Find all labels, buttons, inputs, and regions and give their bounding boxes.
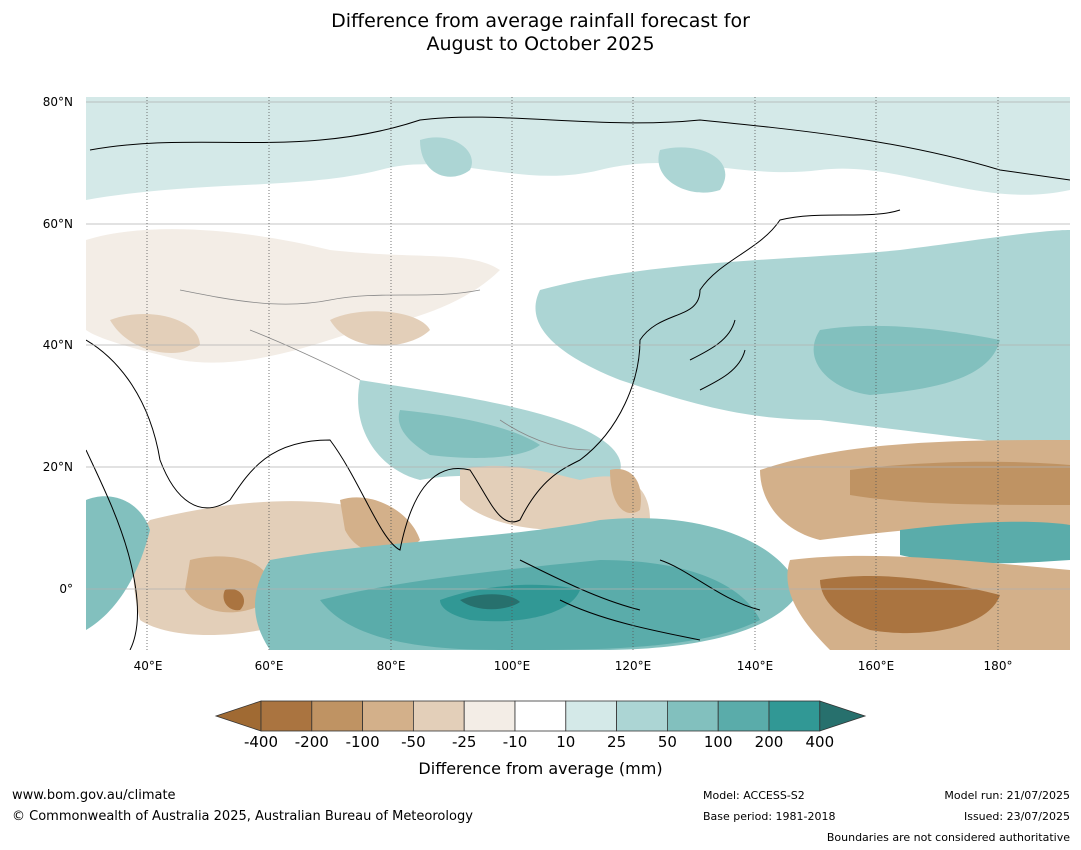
lon-label-120e: 120°E	[614, 659, 652, 673]
colorbar-tick-label: 100	[703, 733, 733, 751]
wet-region-equatorial-deep	[460, 594, 520, 610]
colorbar-swatch	[768, 700, 821, 732]
colorbar-tick-label: 10	[556, 733, 576, 751]
colorbar-tick-label: -25	[451, 733, 477, 751]
colorbar-tick-label: -10	[502, 733, 528, 751]
model-name: Model: ACCESS-S2	[703, 789, 805, 802]
colorbar-tick-label: 200	[754, 733, 784, 751]
colorbar-swatch	[616, 700, 668, 732]
lon-label-140e: 140°E	[736, 659, 774, 673]
country-borders	[179, 289, 591, 451]
wet-region-central-pacific	[900, 521, 1070, 564]
colorbar-swatch	[565, 700, 617, 732]
colorbar-swatch	[260, 700, 313, 732]
lat-label-80n: 80°N	[42, 95, 73, 109]
colorbar-swatch	[463, 700, 516, 732]
colorbar-swatch	[362, 700, 414, 732]
dry-region-south-pacific-2	[820, 575, 1000, 634]
colorbar-swatch	[311, 700, 363, 732]
latitude-gridlines	[86, 101, 1070, 590]
lon-label-80e: 80°E	[376, 659, 406, 673]
rainfall-map	[86, 97, 1070, 650]
colorbar-tick-label: -200	[294, 733, 329, 751]
map-title-line2: August to October 2025	[426, 33, 655, 55]
wet-region-north	[86, 97, 1070, 200]
wet-region-north-pacific-2	[813, 325, 1000, 395]
colorbar-swatch	[514, 700, 567, 732]
colorbar-tick-label: 50	[657, 733, 677, 751]
colorbar-tick-label: 400	[805, 733, 835, 751]
colorbar-swatch	[717, 700, 770, 732]
lat-label-60n: 60°N	[42, 217, 73, 231]
lon-label-180: 180°	[983, 659, 1013, 673]
lon-label-100e: 100°E	[493, 659, 531, 673]
colorbar-swatch	[667, 700, 719, 732]
dry-region-arabian-sea-2	[185, 497, 420, 613]
model-run-date: Model run: 21/07/2025	[944, 789, 1070, 802]
colorbar	[214, 700, 867, 732]
longitude-gridlines	[146, 97, 999, 650]
wet-region-east-africa	[86, 496, 150, 630]
copyright: © Commonwealth of Australia 2025, Austra…	[12, 809, 473, 824]
colorbar-tick-label: -50	[401, 733, 426, 751]
boundaries-disclaimer: Boundaries are not considered authoritat…	[826, 831, 1070, 844]
base-period: Base period: 1981-2018	[703, 810, 836, 823]
lat-label-20n: 20°N	[42, 460, 73, 474]
site-url: www.bom.gov.au/climate	[12, 788, 176, 803]
dry-region-west-pacific-2	[850, 461, 1070, 505]
dry-region-arabian-sea-core	[223, 589, 245, 611]
colorbar-extend-low	[214, 700, 262, 732]
map-title-line1: Difference from average rainfall forecas…	[331, 10, 750, 32]
issued-date: Issued: 23/07/2025	[963, 810, 1070, 823]
colorbar-tick-label: -400	[243, 733, 279, 751]
colorbar-title: Difference from average (mm)	[418, 759, 663, 778]
dry-region-bengal	[460, 465, 650, 533]
wet-region-arctic	[420, 137, 726, 193]
lon-label-60e: 60°E	[254, 659, 284, 673]
wet-region-himalaya-2	[398, 410, 540, 458]
lon-label-160e: 160°E	[857, 659, 895, 673]
colorbar-swatch	[412, 700, 465, 732]
colorbar-extend-high	[819, 700, 867, 732]
dry-region-central-asia-2	[110, 311, 430, 353]
lon-label-40e: 40°E	[133, 659, 163, 673]
colorbar-tick-label: -100	[345, 733, 380, 751]
lat-label-0: 0°	[59, 582, 73, 596]
colorbar-tick-label: 25	[607, 733, 627, 751]
lat-label-40n: 40°N	[42, 338, 73, 352]
wet-region-north-pacific	[535, 230, 1070, 450]
